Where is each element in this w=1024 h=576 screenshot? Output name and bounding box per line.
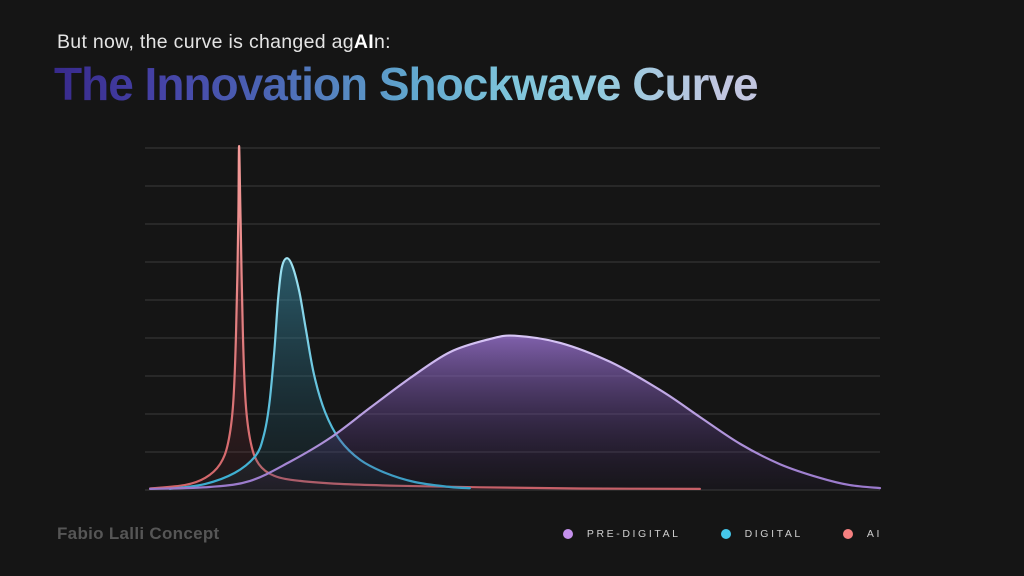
legend-item-pre-digital: PRE-DIGITAL bbox=[562, 528, 681, 540]
kicker-emphasis: AI bbox=[353, 31, 374, 53]
kicker-prefix: But now, the curve is changed ag bbox=[57, 31, 354, 53]
legend-label-pre-digital: PRE-DIGITAL bbox=[586, 528, 681, 540]
legend-item-ai: AI bbox=[842, 528, 882, 540]
legend-dot-ai-icon bbox=[842, 529, 853, 539]
legend-dot-pre-digital-icon bbox=[562, 529, 573, 539]
series-line-pre-digital bbox=[149, 334, 882, 490]
kicker-suffix: n: bbox=[373, 31, 391, 53]
legend-label-ai: AI bbox=[866, 528, 882, 540]
series-fill-pre-digital bbox=[150, 335, 881, 490]
credit-text: Fabio Lalli Concept bbox=[57, 524, 220, 543]
legend-label-digital: DIGITAL bbox=[744, 528, 803, 540]
legend-item-digital: DIGITAL bbox=[720, 528, 803, 540]
legend-dot-digital-icon bbox=[720, 529, 731, 539]
page-title: The Innovation Shockwave Curve bbox=[54, 58, 759, 110]
legend: PRE-DIGITAL DIGITAL AI bbox=[562, 528, 882, 540]
kicker: But now, the curve is changed agAIn: bbox=[57, 31, 391, 54]
